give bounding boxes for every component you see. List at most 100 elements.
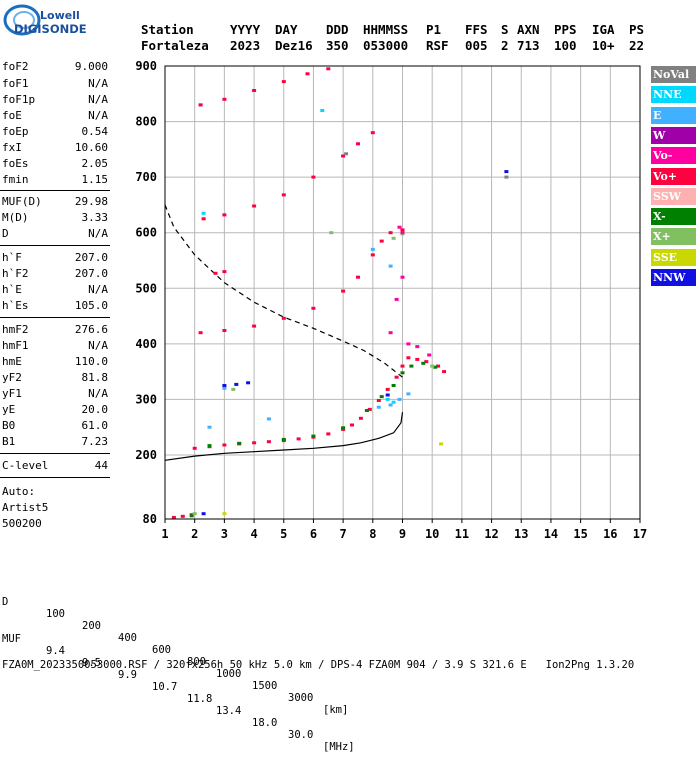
echo-point (430, 364, 435, 368)
muf-distance-value: 1500 (252, 680, 278, 692)
echo-point (192, 446, 197, 450)
header-value: 350 (326, 38, 349, 53)
legend-item: NNE (651, 86, 696, 104)
y-tick-label: 900 (135, 59, 157, 73)
echo-point (370, 253, 375, 257)
echo-point (222, 512, 227, 516)
param-name: foF1 (2, 77, 29, 90)
echo-point (329, 231, 334, 235)
echo-point (370, 131, 375, 135)
x-tick-label: 6 (310, 527, 317, 541)
header-labels-row: Station YYYY DAY DDD HHMMSS P1 FFS S AXN… (141, 22, 661, 38)
param-name: B0 (2, 419, 16, 432)
param-row: h`E N/A (2, 283, 108, 299)
param-name: MUF(D) (2, 195, 42, 208)
y-tick-label: 300 (135, 392, 157, 406)
param-row: foEs 2.05 (2, 157, 108, 173)
echo-point (421, 361, 426, 365)
param-name: yF1 (2, 387, 22, 400)
echo-point (388, 331, 393, 335)
header-label: HHMMSS (363, 22, 409, 37)
param-name: foF1p (2, 93, 36, 106)
footer-info: FZA0M_2023350053000.RSF / 320fx256h 50 k… (2, 659, 635, 671)
echo-point (198, 331, 203, 335)
param-name: B1 (2, 435, 16, 448)
echo-point (222, 97, 227, 101)
param-name: yF2 (2, 371, 22, 384)
param-value: N/A (88, 339, 108, 352)
param-name: h`F (2, 251, 22, 264)
echo-point (341, 154, 346, 158)
echo-point (424, 360, 429, 364)
echo-point (180, 514, 185, 518)
param-name: hmF1 (2, 339, 29, 352)
param-name: M(D) (2, 211, 29, 224)
auto-version: 500200 (2, 517, 42, 530)
echo-point (222, 270, 227, 274)
header-value: Dez16 (275, 38, 313, 53)
echo-point (281, 193, 286, 197)
param-value: N/A (88, 109, 108, 122)
param-value: 81.8 (81, 371, 109, 384)
echo-point (252, 441, 257, 445)
x-tick-label: 7 (340, 527, 347, 541)
echo-point (400, 364, 405, 368)
header-label: Station (141, 22, 194, 37)
param-value: 105.0 (74, 299, 108, 312)
header-values-row: Fortaleza 2023 Dez16 350 053000 RSF 005 … (141, 38, 661, 54)
echo-point (222, 443, 227, 447)
echo-point (385, 397, 390, 401)
param-value: 9.000 (74, 60, 108, 73)
echo-point (246, 381, 251, 385)
echo-point (341, 289, 346, 293)
echo-point (370, 247, 375, 251)
echo-point (415, 357, 420, 361)
header-value: RSF (426, 38, 449, 53)
echo-point (400, 371, 405, 375)
x-tick-label: 13 (514, 527, 528, 541)
param-row: hmF2 276.6 (2, 323, 108, 339)
muf-curve (164, 204, 403, 378)
echo-point (341, 427, 346, 431)
x-tick-label: 11 (455, 527, 469, 541)
echo-point (213, 271, 218, 275)
param-value: 20.0 (81, 403, 109, 416)
param-row: hmF1 N/A (2, 339, 108, 355)
echo-point (252, 204, 257, 208)
param-row: fxI 10.60 (2, 141, 108, 157)
echo-point (394, 297, 399, 301)
param-name: h`F2 (2, 267, 29, 280)
echo-point (311, 175, 316, 179)
echo-point (326, 432, 331, 436)
echo-point (504, 170, 509, 174)
param-row: h`Es 105.0 (2, 299, 108, 315)
x-tick-label: 8 (369, 527, 376, 541)
param-value: N/A (88, 93, 108, 106)
x-tick-label: 2 (191, 527, 198, 541)
header-label: PPS (554, 22, 577, 37)
auto-label: Auto: (2, 485, 36, 498)
muf-row-label: MUF (2, 633, 21, 645)
x-tick-label: 16 (603, 527, 617, 541)
echo-point (344, 152, 349, 156)
muf-row-distance: D 100 200 400 600 800 1000 1500 3000 [km… (2, 584, 662, 716)
logo-product: DIGISONDE (14, 22, 87, 36)
header: Station YYYY DAY DDD HHMMSS P1 FFS S AXN… (141, 22, 661, 54)
echo-point (222, 386, 227, 390)
param-value: N/A (88, 77, 108, 90)
muf-distance-value: 600 (152, 644, 171, 656)
header-value: 22 (629, 38, 645, 53)
y-tick-label: 200 (135, 448, 157, 462)
header-value: 713 (517, 38, 540, 53)
param-row: foF1p N/A (2, 93, 108, 109)
muf-distance-value: 1000 (216, 668, 242, 680)
echo-point (358, 416, 363, 420)
legend-item: Vo- (651, 147, 696, 165)
echo-point (192, 512, 197, 516)
ionogram-chart: 1 2 3 4 5 6 7 8 9 10 11 12 13 14 15 16 17802003004005006… (135, 59, 647, 541)
param-name: h`E (2, 283, 22, 296)
param-value: 29.98 (74, 195, 108, 208)
echo-point (311, 434, 316, 438)
echo-point (400, 275, 405, 279)
echo-point (356, 275, 360, 279)
